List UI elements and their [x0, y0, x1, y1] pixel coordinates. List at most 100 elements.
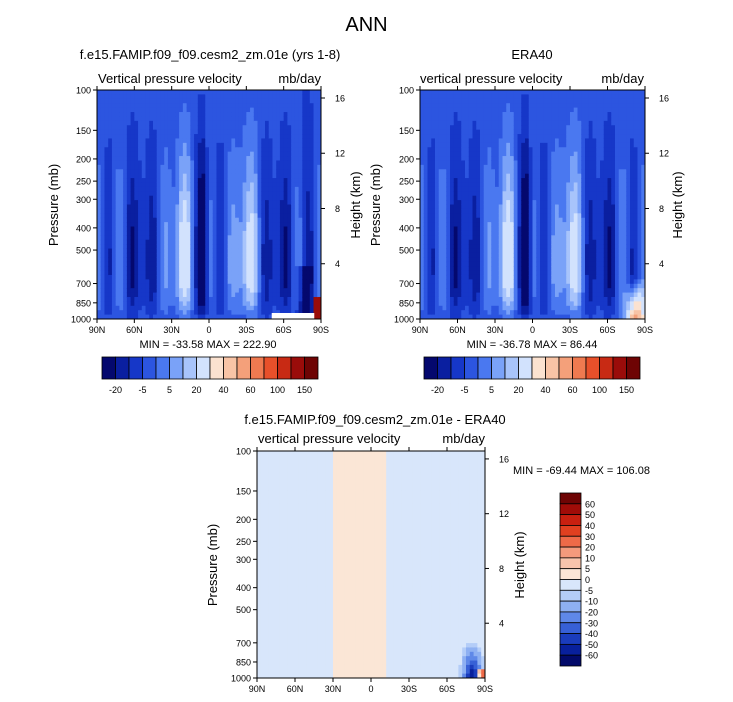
- model-field-cell: [298, 134, 303, 139]
- model-field-cell: [194, 288, 199, 294]
- model-field-cell: [119, 138, 124, 144]
- model-field-cell: [186, 310, 191, 316]
- model-field-cell: [153, 107, 158, 113]
- model-field-cell: [153, 252, 158, 258]
- model-field-cell: [302, 138, 307, 144]
- obs-field-cell: [468, 129, 473, 135]
- obs-field-cell: [525, 266, 530, 272]
- model-field-cell: [119, 164, 124, 170]
- model-field-cell: [313, 296, 318, 302]
- model-field-cell: [175, 125, 180, 131]
- obs-field-cell: [510, 112, 515, 117]
- obs-field-cell: [480, 138, 485, 144]
- model-field-cell: [220, 116, 225, 122]
- model-field-cell: [302, 120, 307, 126]
- model-field-cell: [279, 94, 285, 100]
- model-field-cell: [298, 213, 303, 219]
- model-field-cell: [197, 103, 203, 109]
- obs-field-cell: [480, 226, 485, 232]
- model-field-cell: [212, 213, 217, 219]
- obs-field-cell: [438, 116, 443, 122]
- model-field-cell: [250, 200, 255, 205]
- model-field-cell: [190, 151, 195, 157]
- obs-field-cell: [453, 208, 458, 214]
- obs-field-cell: [487, 204, 492, 210]
- obs-field-cell: [495, 134, 500, 139]
- model-field-cell: [291, 310, 296, 316]
- model-field-cell: [108, 129, 113, 135]
- obs-field-cell: [472, 186, 477, 192]
- model-field-cell: [156, 217, 161, 223]
- obs-field-cell: [528, 213, 533, 219]
- obs-field-cell: [423, 103, 428, 109]
- model-field-cell: [250, 305, 255, 311]
- model-field-cell: [291, 191, 296, 197]
- obs-field-cell: [472, 160, 477, 166]
- obs-field-cell: [472, 314, 477, 320]
- model-field-cell: [182, 103, 188, 109]
- model-field-cell: [182, 138, 188, 144]
- model-field-cell: [223, 90, 229, 95]
- model-field-cell: [238, 248, 244, 254]
- obs-field-cell: [540, 244, 545, 250]
- model-field-cell: [276, 151, 281, 157]
- obs-field-cell: [457, 98, 462, 104]
- model-field-cell: [216, 257, 221, 263]
- model-field-cell: [138, 191, 143, 197]
- obs-field-cell: [540, 274, 545, 280]
- model-field-cell: [111, 169, 117, 175]
- obs-field-cell: [506, 261, 511, 267]
- model-field-cell: [175, 98, 180, 104]
- model-field-cell: [276, 90, 281, 95]
- model-field-cell: [149, 270, 154, 276]
- model-field-cell: [156, 90, 161, 95]
- obs-field-cell: [461, 169, 466, 175]
- model-field-cell: [130, 151, 135, 157]
- obs-field-cell: [420, 164, 425, 170]
- model-field-cell: [253, 252, 259, 258]
- model-field-cell: [179, 288, 184, 294]
- obs-field-cell: [498, 217, 503, 223]
- obs-field-cell: [517, 142, 522, 148]
- obs-field-cell: [536, 164, 541, 170]
- model-field-cell: [253, 142, 259, 148]
- model-field-cell: [246, 173, 251, 179]
- obs-field-cell: [483, 142, 488, 148]
- obs-field-cell: [476, 164, 481, 170]
- model-field-cell: [209, 222, 214, 228]
- model-field-cell: [167, 230, 173, 236]
- model-field-cell: [265, 98, 270, 104]
- model-field-cell: [130, 244, 135, 250]
- model-field-cell: [279, 151, 285, 157]
- model-field-cell: [287, 288, 292, 294]
- obs-field-cell: [528, 266, 533, 272]
- model-field-cell: [261, 305, 266, 311]
- model-xtick-label: 0: [206, 325, 211, 335]
- model-field-cell: [261, 270, 266, 276]
- model-field-cell: [145, 283, 150, 289]
- model-field-cell: [283, 310, 288, 316]
- model-field-cell: [153, 120, 158, 126]
- model-field-cell: [104, 151, 109, 157]
- model-field-cell: [231, 120, 236, 126]
- model-field-cell: [145, 274, 150, 280]
- model-colorbar-box: [101, 356, 116, 380]
- model-field-cell: [265, 270, 270, 276]
- model-field-cell: [123, 142, 128, 148]
- model-field-cell: [141, 116, 147, 122]
- model-field-cell: [149, 129, 154, 135]
- obs-field-cell: [521, 261, 526, 267]
- obs-field-cell: [457, 244, 462, 250]
- obs-field-cell: [506, 134, 511, 139]
- obs-field-cell: [468, 279, 473, 285]
- obs-field-cell: [502, 94, 507, 100]
- model-field-cell: [313, 147, 318, 153]
- model-field-cell: [216, 138, 221, 144]
- model-field-cell: [287, 235, 292, 241]
- obs-field-cell: [532, 288, 537, 294]
- obs-field-cell: [506, 98, 511, 104]
- obs-field-cell: [532, 125, 537, 131]
- model-field-cell: [309, 120, 315, 126]
- model-field-cell: [123, 112, 128, 117]
- model-field-cell: [272, 160, 277, 166]
